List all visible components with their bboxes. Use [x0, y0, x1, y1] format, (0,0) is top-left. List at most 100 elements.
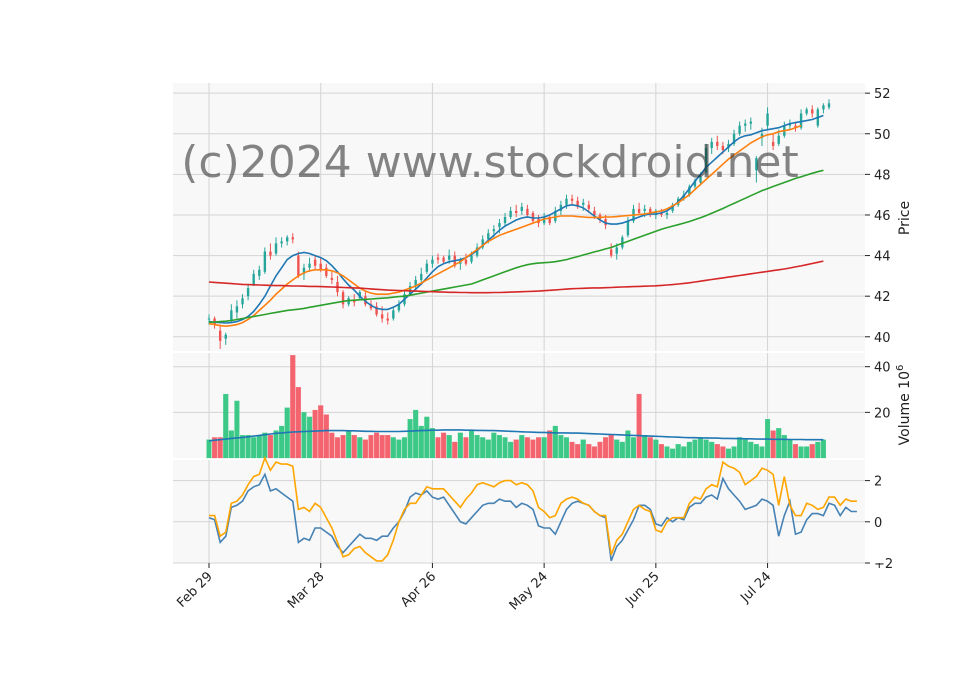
volume-bar: [792, 444, 799, 459]
candle-body: [503, 217, 507, 224]
price-ytick-label: 50: [874, 128, 891, 143]
price-axis-label: Price: [897, 201, 913, 235]
candle-body: [621, 237, 624, 248]
candle-body: [587, 204, 591, 209]
candle-body: [392, 310, 395, 319]
volume-bar: [396, 439, 402, 459]
volume-bar: [362, 439, 368, 459]
candle-body: [263, 251, 267, 272]
price-ytick-label: 44: [874, 250, 891, 265]
volume-bar: [480, 437, 486, 459]
volume-bar: [223, 393, 229, 459]
candle-body: [325, 267, 328, 276]
volume-bar: [720, 446, 726, 459]
volume-bar: [608, 435, 614, 459]
price-background: [173, 83, 865, 351]
volume-bar: [217, 437, 223, 459]
candle-body: [414, 279, 417, 287]
volume-bar: [820, 439, 826, 459]
candle-body: [520, 206, 523, 211]
candle-body: [420, 273, 423, 280]
candle-body: [447, 255, 451, 260]
candle-body: [822, 105, 825, 110]
volume-bar: [323, 414, 329, 459]
volume-bar: [603, 437, 609, 459]
volume-bar: [787, 439, 793, 459]
volume-bar: [295, 387, 301, 459]
volume-bar: [351, 435, 357, 459]
volume-bar: [368, 435, 374, 459]
price-ytick-label: 46: [874, 209, 891, 224]
candle-body: [274, 243, 278, 254]
volume-bar: [586, 444, 592, 459]
volume-panel: 20 40 Volume 106: [173, 353, 913, 459]
volume-bar: [647, 437, 653, 459]
volume-bar: [212, 437, 218, 459]
volume-bar: [385, 435, 391, 459]
volume-bar: [547, 430, 553, 459]
volume-bar: [569, 441, 575, 459]
volume-bar: [753, 444, 759, 459]
volume-bar: [491, 432, 497, 459]
price-panel: 40 42 44 46 48 50 52 Price: [173, 83, 913, 351]
volume-bar: [502, 437, 508, 459]
candle-body: [319, 263, 322, 270]
candle-body: [341, 292, 345, 305]
candle-body: [487, 233, 490, 240]
candle-body: [794, 125, 797, 128]
volume-bar: [536, 437, 542, 459]
price-ytick-label: 52: [874, 87, 891, 102]
candle-body: [369, 304, 373, 309]
candle-body: [386, 318, 389, 321]
candle-body: [408, 286, 412, 295]
candle-body: [280, 241, 283, 244]
volume-bar: [401, 437, 408, 459]
volume-bar: [759, 446, 765, 459]
candle-body: [749, 121, 753, 124]
candle-body: [313, 259, 317, 266]
volume-bar: [457, 432, 463, 459]
candle-body: [531, 212, 535, 222]
x-tick-label: May 24: [507, 569, 551, 613]
volume-bar: [742, 439, 748, 459]
candle-body: [308, 263, 311, 268]
volume-bar: [619, 441, 625, 459]
candle-body: [498, 223, 501, 228]
volume-bar: [413, 409, 419, 459]
volume-bar: [591, 446, 597, 459]
volume-bar: [390, 437, 396, 459]
candle-body: [258, 269, 261, 276]
candle-body: [777, 135, 780, 144]
candle-body: [604, 219, 607, 226]
candle-body: [297, 255, 300, 276]
volume-bar: [206, 439, 212, 459]
volume-bar: [346, 430, 352, 459]
oscillator-line: [209, 455, 857, 562]
candle-body: [582, 202, 585, 205]
volume-bar: [245, 435, 251, 459]
volume-bar: [262, 432, 268, 459]
volume-bar: [307, 416, 313, 459]
candle-body: [710, 141, 713, 148]
candle-body: [425, 263, 429, 272]
candle-body: [788, 123, 792, 126]
volume-bar: [340, 435, 346, 459]
volume-bar: [318, 405, 324, 459]
volume-bar: [798, 446, 804, 459]
volume-bar: [731, 446, 737, 459]
candle-body: [269, 251, 272, 256]
volume-bar: [686, 441, 692, 459]
candle-body: [755, 158, 758, 171]
candle-body: [732, 133, 736, 144]
candle-body: [643, 208, 646, 211]
candle-body: [542, 217, 546, 224]
candle-body: [760, 133, 764, 138]
volume-ytick-label: 20: [874, 406, 891, 421]
volume-bar: [653, 439, 659, 459]
volume-bar: [770, 430, 776, 459]
x-tick-label: Jun 25: [622, 569, 662, 609]
candle-body: [330, 277, 334, 280]
volume-bar: [692, 439, 698, 459]
volume-bar: [407, 419, 413, 459]
